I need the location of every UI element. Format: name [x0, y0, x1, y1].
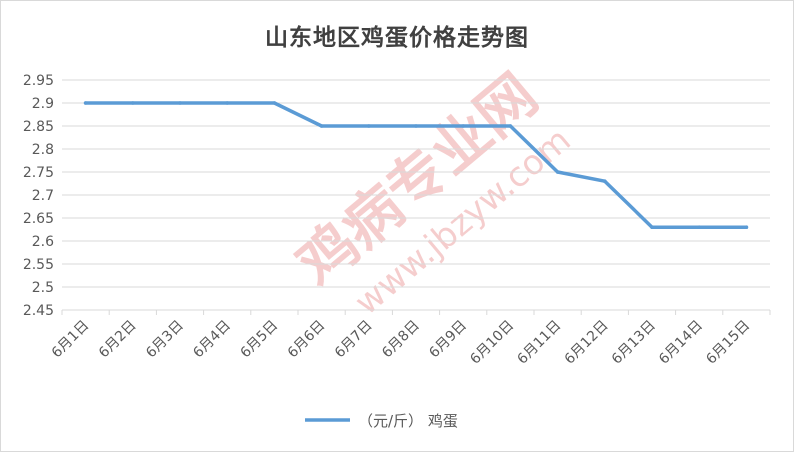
- grid-lines: [62, 79, 770, 311]
- y-tick-label: 2.7: [32, 188, 54, 204]
- x-tick-label: 6月3日: [143, 318, 187, 362]
- data-point: [508, 124, 513, 128]
- y-tick-label: 2.9: [32, 96, 54, 112]
- watermark: 鸡病专业网 www.jbzyw.com: [284, 60, 578, 323]
- x-tick-label: 6月15日: [703, 318, 753, 368]
- y-tick-label: 2.95: [23, 73, 54, 89]
- x-tick-label: 6月9日: [426, 318, 470, 362]
- data-point: [555, 170, 560, 174]
- data-point: [272, 101, 277, 105]
- data-point: [414, 124, 418, 128]
- y-tick-label: 2.75: [23, 165, 54, 181]
- data-point: [225, 101, 229, 105]
- y-tick-label: 2.85: [23, 119, 54, 135]
- series-layer: [83, 101, 749, 229]
- data-point: [744, 225, 749, 229]
- data-point: [178, 101, 182, 105]
- x-tick-label: 6月5日: [238, 318, 282, 362]
- legend: （元/斤） 鸡蛋: [305, 412, 458, 430]
- legend-label: （元/斤） 鸡蛋: [358, 412, 458, 430]
- data-point: [131, 101, 135, 105]
- data-point: [367, 124, 371, 128]
- x-tick-label: 6月2日: [96, 318, 140, 362]
- x-tick-label: 6月6日: [285, 318, 329, 362]
- chart-title: 山东地区鸡蛋价格走势图: [265, 25, 529, 51]
- y-tick-label: 2.65: [23, 211, 54, 227]
- data-point: [83, 101, 88, 105]
- y-tick-label: 2.6: [32, 234, 54, 250]
- x-axis-labels: 6月1日 6月2日 6月3日 6月4日 6月5日 6月6日 6月7日 6月8日 6月9日6月10…: [49, 310, 771, 368]
- x-tick-label: 6月8日: [379, 318, 423, 362]
- x-tick-label: 6月13日: [609, 318, 659, 368]
- data-point: [650, 225, 654, 229]
- y-axis-labels: 2.95 2.9 2.85 2.8 2.75 2.7 2.65 2.6 2.55 2.5 2.45: [23, 73, 54, 319]
- data-point: [319, 124, 324, 128]
- data-point: [461, 124, 466, 128]
- data-point: [603, 179, 607, 183]
- data-point: [697, 225, 701, 229]
- x-tick-label: 6月10日: [467, 318, 517, 368]
- x-tick-label: 6月12日: [562, 318, 612, 368]
- y-tick-label: 2.5: [32, 280, 54, 296]
- x-tick-label: 6月14日: [656, 318, 706, 368]
- x-tick-label: 6月7日: [332, 318, 376, 362]
- y-tick-label: 2.45: [23, 303, 54, 319]
- x-tick-label: 6月4日: [190, 318, 234, 362]
- y-tick-label: 2.55: [23, 257, 54, 273]
- y-tick-label: 2.8: [32, 142, 54, 158]
- x-tick-label: 6月1日: [49, 318, 93, 362]
- x-tick-label: 6月11日: [514, 318, 564, 368]
